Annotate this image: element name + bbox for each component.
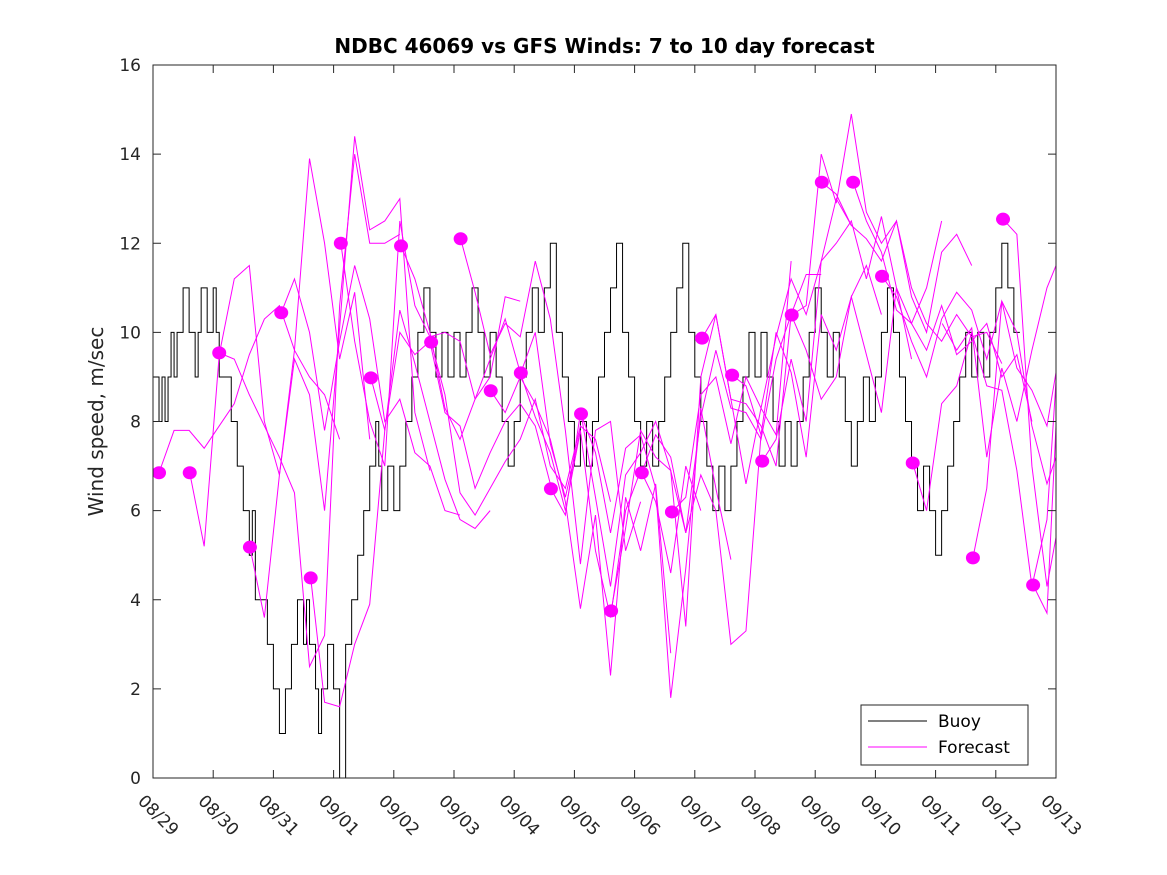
y-tick-label: 6	[130, 502, 141, 522]
forecast-line-28	[1002, 218, 1056, 587]
y-tick-label: 10	[119, 323, 141, 343]
forecast-marker	[242, 540, 257, 554]
forecast-line-2	[219, 154, 401, 669]
forecast-marker	[303, 571, 318, 585]
forecast-marker	[664, 505, 679, 519]
y-tick-label: 2	[130, 680, 141, 700]
forecast-line-4	[280, 265, 461, 516]
forecast-marker	[846, 175, 861, 189]
y-tick-label: 8	[130, 413, 141, 433]
y-tick-label: 14	[119, 145, 141, 165]
forecast-line-27	[972, 299, 1056, 558]
forecast-line-3	[249, 136, 431, 618]
plot-area	[153, 65, 1056, 778]
forecast-marker	[182, 466, 197, 480]
forecast-line-19	[731, 287, 913, 458]
forecast-marker	[513, 366, 528, 380]
forecast-line-5	[310, 309, 491, 708]
buoy-line	[153, 242, 1020, 778]
forecast-line-22	[821, 181, 1003, 364]
forecast-marker	[814, 175, 829, 189]
y-axis-label: Wind speed, m/sec	[84, 327, 108, 517]
forecast-marker	[1026, 578, 1041, 592]
y-tick-label: 12	[119, 234, 141, 254]
forecast-marker	[996, 212, 1011, 226]
forecast-marker	[755, 454, 770, 468]
legend-box	[860, 704, 1029, 766]
forecast-marker	[875, 269, 890, 283]
forecast-marker	[905, 456, 920, 470]
legend-label-buoy: Buoy	[938, 712, 981, 732]
series-layer	[153, 113, 1056, 778]
forecast-marker	[695, 331, 710, 345]
forecast-line-9	[430, 342, 612, 517]
forecast-marker	[394, 239, 409, 253]
forecast-marker	[543, 482, 558, 496]
chart-title: NDBC 46069 vs GFS Winds: 7 to 10 day for…	[334, 34, 875, 58]
forecast-marker	[453, 232, 468, 246]
forecast-marker	[604, 604, 619, 618]
y-tick-label: 0	[130, 769, 141, 789]
forecast-line-12	[520, 332, 702, 618]
forecast-marker	[574, 407, 589, 421]
legend-label-forecast: Forecast	[938, 738, 1010, 758]
forecast-marker	[965, 551, 980, 565]
forecast-line-23	[852, 182, 1033, 422]
forecast-marker	[725, 368, 740, 382]
forecast-marker	[212, 346, 227, 360]
forecast-line-21	[791, 113, 973, 335]
forecast-marker	[424, 335, 439, 349]
legend: Buoy Forecast	[860, 704, 1029, 766]
forecast-line-29	[1032, 425, 1056, 616]
forecast-marker	[784, 308, 799, 322]
forecast-line-8	[400, 245, 581, 511]
forecast-marker	[333, 236, 348, 250]
y-tick-label: 4	[130, 591, 141, 611]
forecast-marker	[363, 371, 378, 385]
forecast-marker	[153, 466, 167, 480]
forecast-marker	[483, 384, 498, 398]
forecast-line-10	[460, 238, 642, 565]
forecast-line-0	[158, 304, 341, 473]
forecast-marker	[634, 466, 649, 480]
forecast-line-24	[881, 275, 1056, 428]
forecast-line-25	[912, 330, 1056, 587]
forecast-line-7	[370, 331, 551, 490]
forecast-marker	[274, 306, 289, 320]
forecast-line-26	[941, 265, 1056, 458]
y-tick-label: 16	[119, 56, 141, 76]
